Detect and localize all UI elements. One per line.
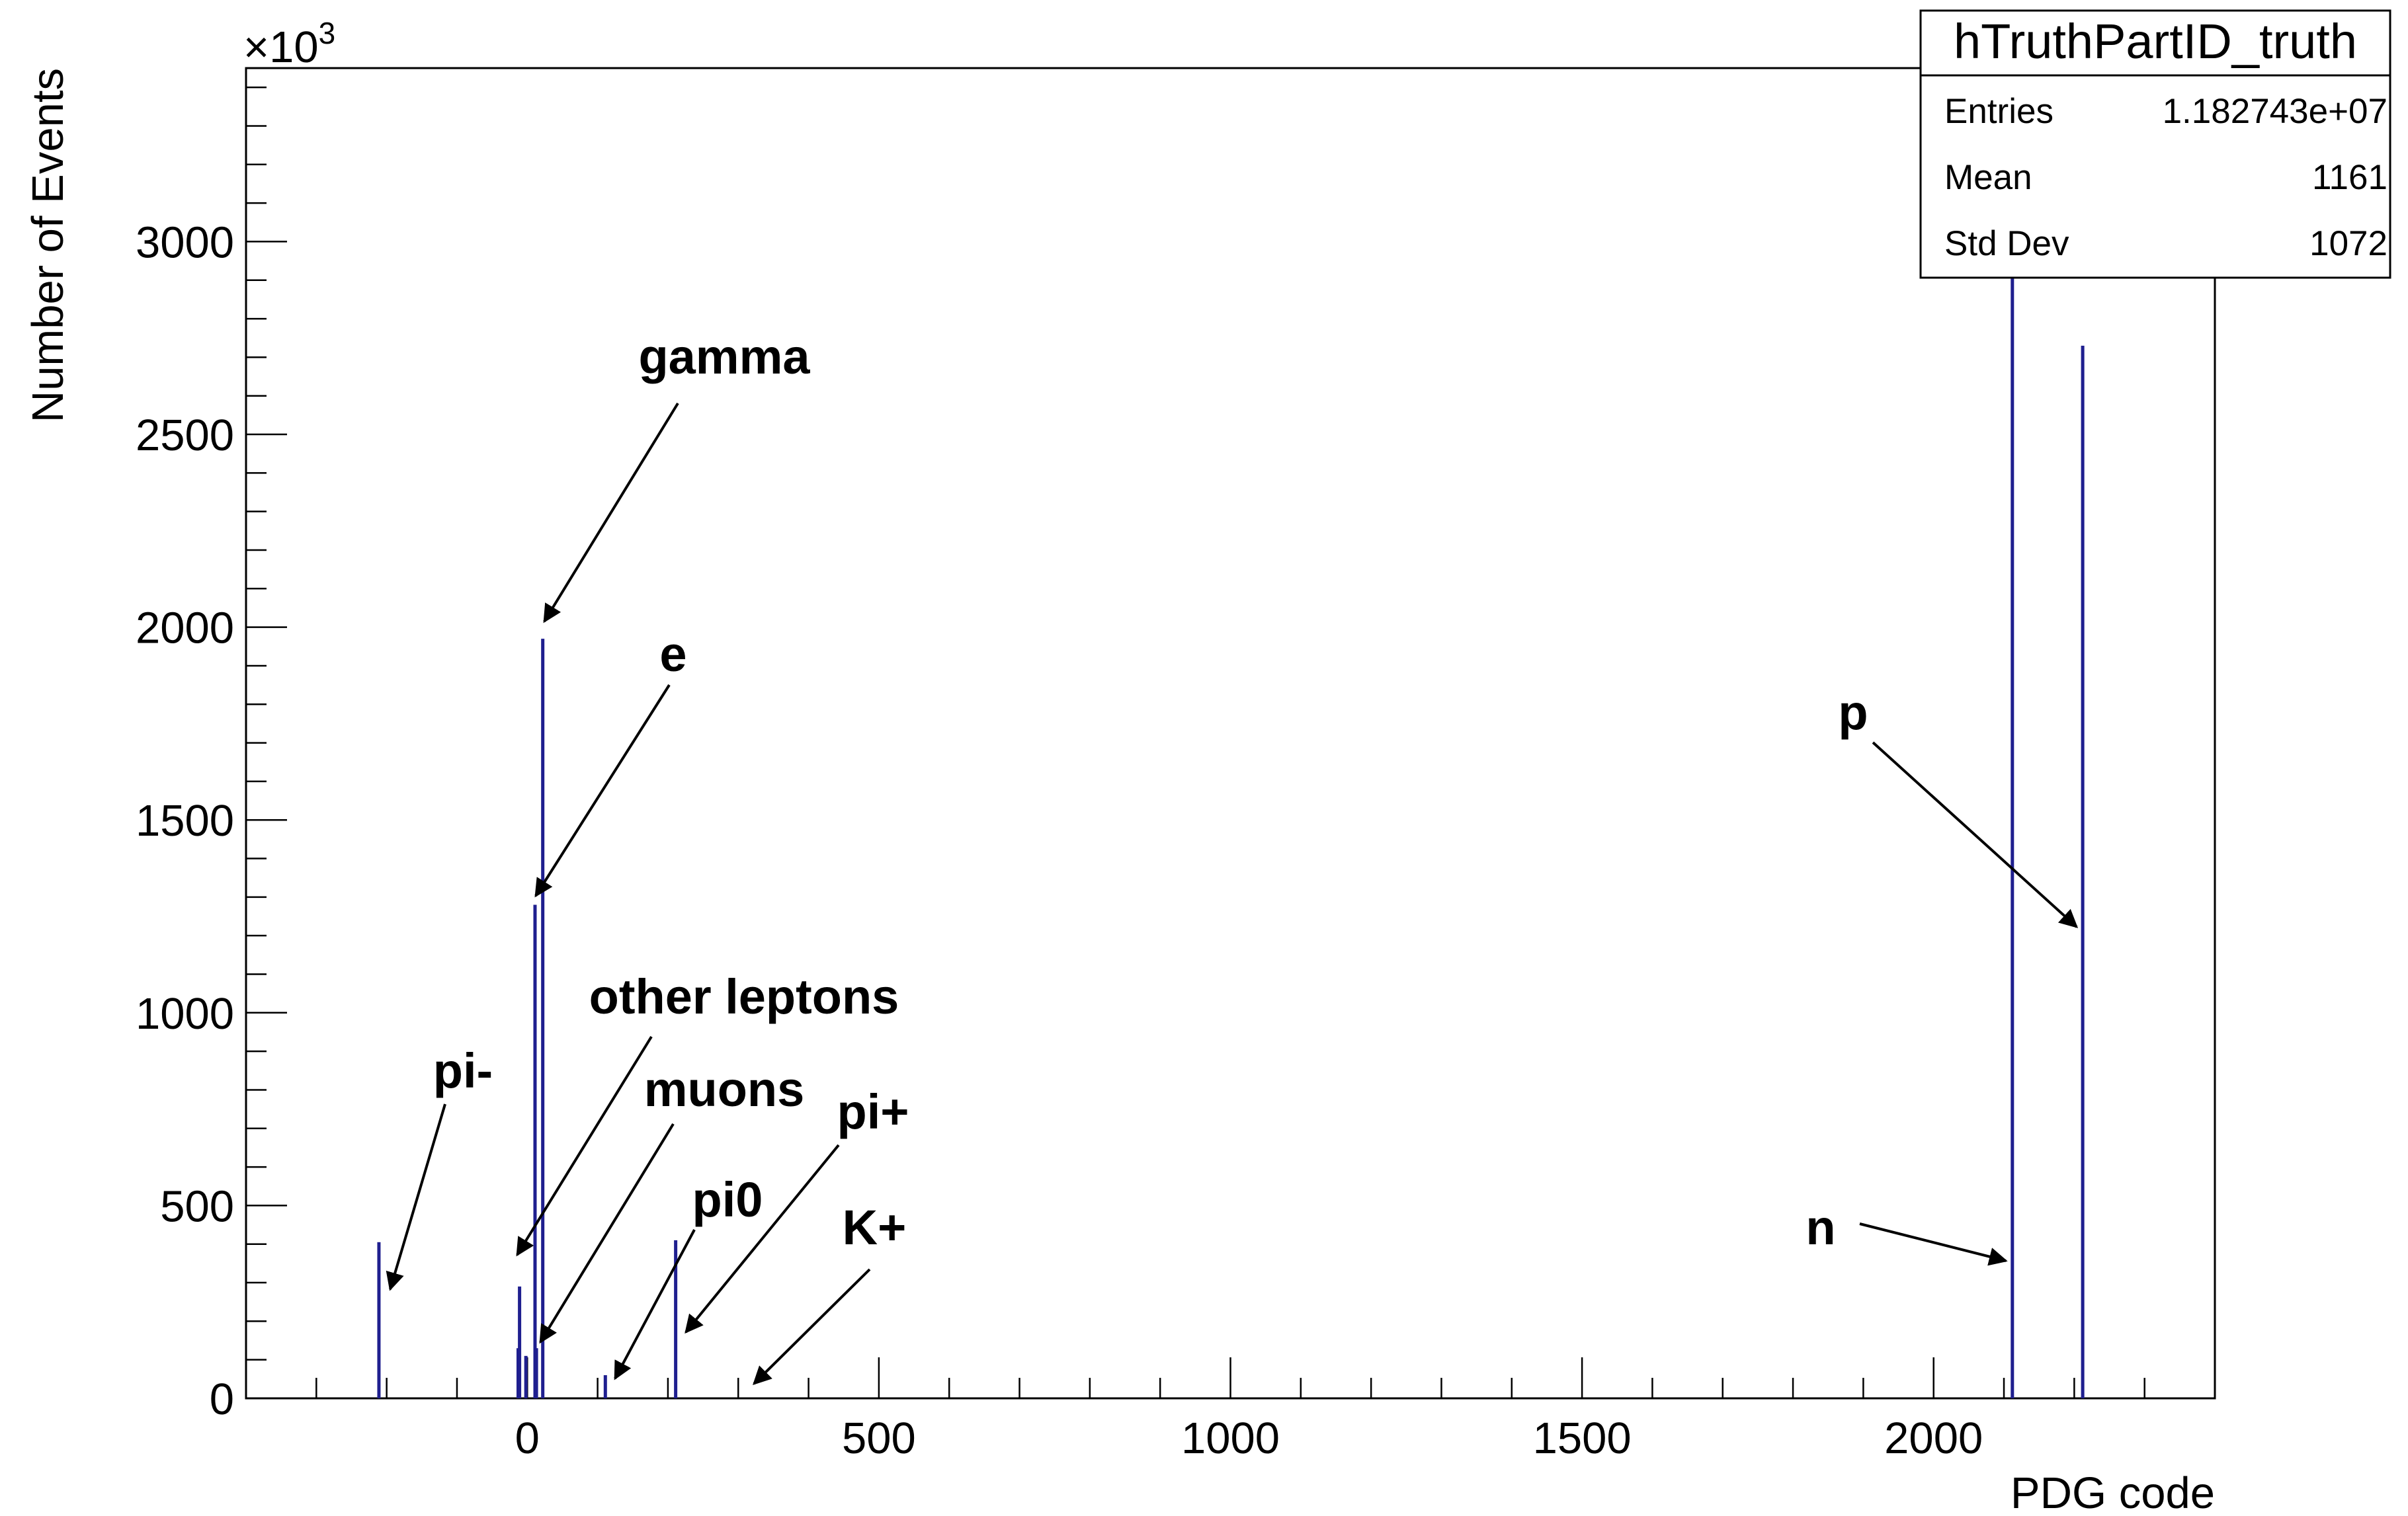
x-tick-label: 0 xyxy=(515,1414,540,1463)
histogram-bar xyxy=(524,1355,528,1398)
y-axis-ticks: 0 500 1000 1500 2000 2500 3000 xyxy=(136,86,287,1424)
annotation-arrow xyxy=(539,1123,675,1344)
stats-mean-value: 1161 xyxy=(2312,158,2387,197)
y-tick-label: 3000 xyxy=(136,218,234,267)
y-tick-label: 500 xyxy=(160,1181,234,1231)
stats-mean-label: Mean xyxy=(1944,158,2032,197)
stats-stddev-value: 1072 xyxy=(2309,224,2387,263)
annotation-arrow xyxy=(543,402,679,623)
annotation-arrow xyxy=(386,1103,446,1291)
annotation-label: other leptons xyxy=(589,969,899,1024)
x-axis-title: PDG code xyxy=(2011,1468,2215,1516)
x-tick-label: 1000 xyxy=(1181,1414,1280,1463)
annotation-arrow xyxy=(1872,741,2079,928)
histogram-bar xyxy=(541,639,545,1398)
annotation-label: gamma xyxy=(638,329,810,384)
annotation-arrow xyxy=(1859,1222,2008,1266)
y-tick-label: 0 xyxy=(210,1375,234,1424)
annotation-label: pi+ xyxy=(837,1084,909,1139)
annotation-label: n xyxy=(1806,1200,1835,1255)
histogram-bar xyxy=(533,904,537,1398)
stats-entries-value: 1.182743e+07 xyxy=(2163,92,2387,131)
histogram-bar xyxy=(674,1240,678,1398)
annotation-arrow xyxy=(685,1144,840,1334)
histogram-bar xyxy=(518,1286,522,1398)
y-tick-label: 1500 xyxy=(136,796,234,846)
histogram-bar xyxy=(2081,345,2085,1398)
histogram-bar xyxy=(534,1348,538,1398)
y-tick-label: 2500 xyxy=(136,411,234,460)
annotation-label: p xyxy=(1838,685,1868,740)
histogram-bar xyxy=(2011,68,2014,1398)
histogram-bar xyxy=(377,1242,381,1398)
stats-box-title: hTruthPartID_truth xyxy=(1954,14,2357,69)
y-tick-label: 1000 xyxy=(136,989,234,1039)
annotation-arrow xyxy=(534,684,671,898)
annotation-arrow xyxy=(614,1229,696,1380)
stats-stddev-label: Std Dev xyxy=(1944,224,2069,263)
x-axis-ticks: 0 500 1000 1500 2000 xyxy=(315,1357,2145,1463)
histogram-bars xyxy=(377,68,2085,1398)
stats-box: hTruthPartID_truth Entries 1.182743e+07 … xyxy=(1919,9,2391,279)
histogram-bar xyxy=(603,1375,607,1398)
x-tick-label: 2000 xyxy=(1884,1414,1983,1463)
y-axis-title: Number of Events xyxy=(23,68,73,422)
stats-box-frame xyxy=(1919,9,2391,279)
stats-entries-label: Entries xyxy=(1944,92,2054,131)
y-multiplier-label: ×103 xyxy=(243,16,335,72)
annotation-label: pi0 xyxy=(692,1172,763,1227)
annotation-label: K+ xyxy=(843,1200,907,1255)
x-tick-label: 500 xyxy=(842,1414,916,1463)
annotation-label: muons xyxy=(644,1062,805,1117)
y-tick-label: 2000 xyxy=(136,604,234,653)
annotation-label: e xyxy=(659,627,686,682)
x-tick-label: 1500 xyxy=(1533,1414,1632,1463)
annotation-label: pi- xyxy=(433,1043,493,1098)
annotations: gamma e other leptons muons pi-pi0 pi+ K+ p n xyxy=(386,329,2079,1385)
annotation-arrow xyxy=(516,1035,653,1257)
annotation-arrow xyxy=(753,1268,871,1385)
